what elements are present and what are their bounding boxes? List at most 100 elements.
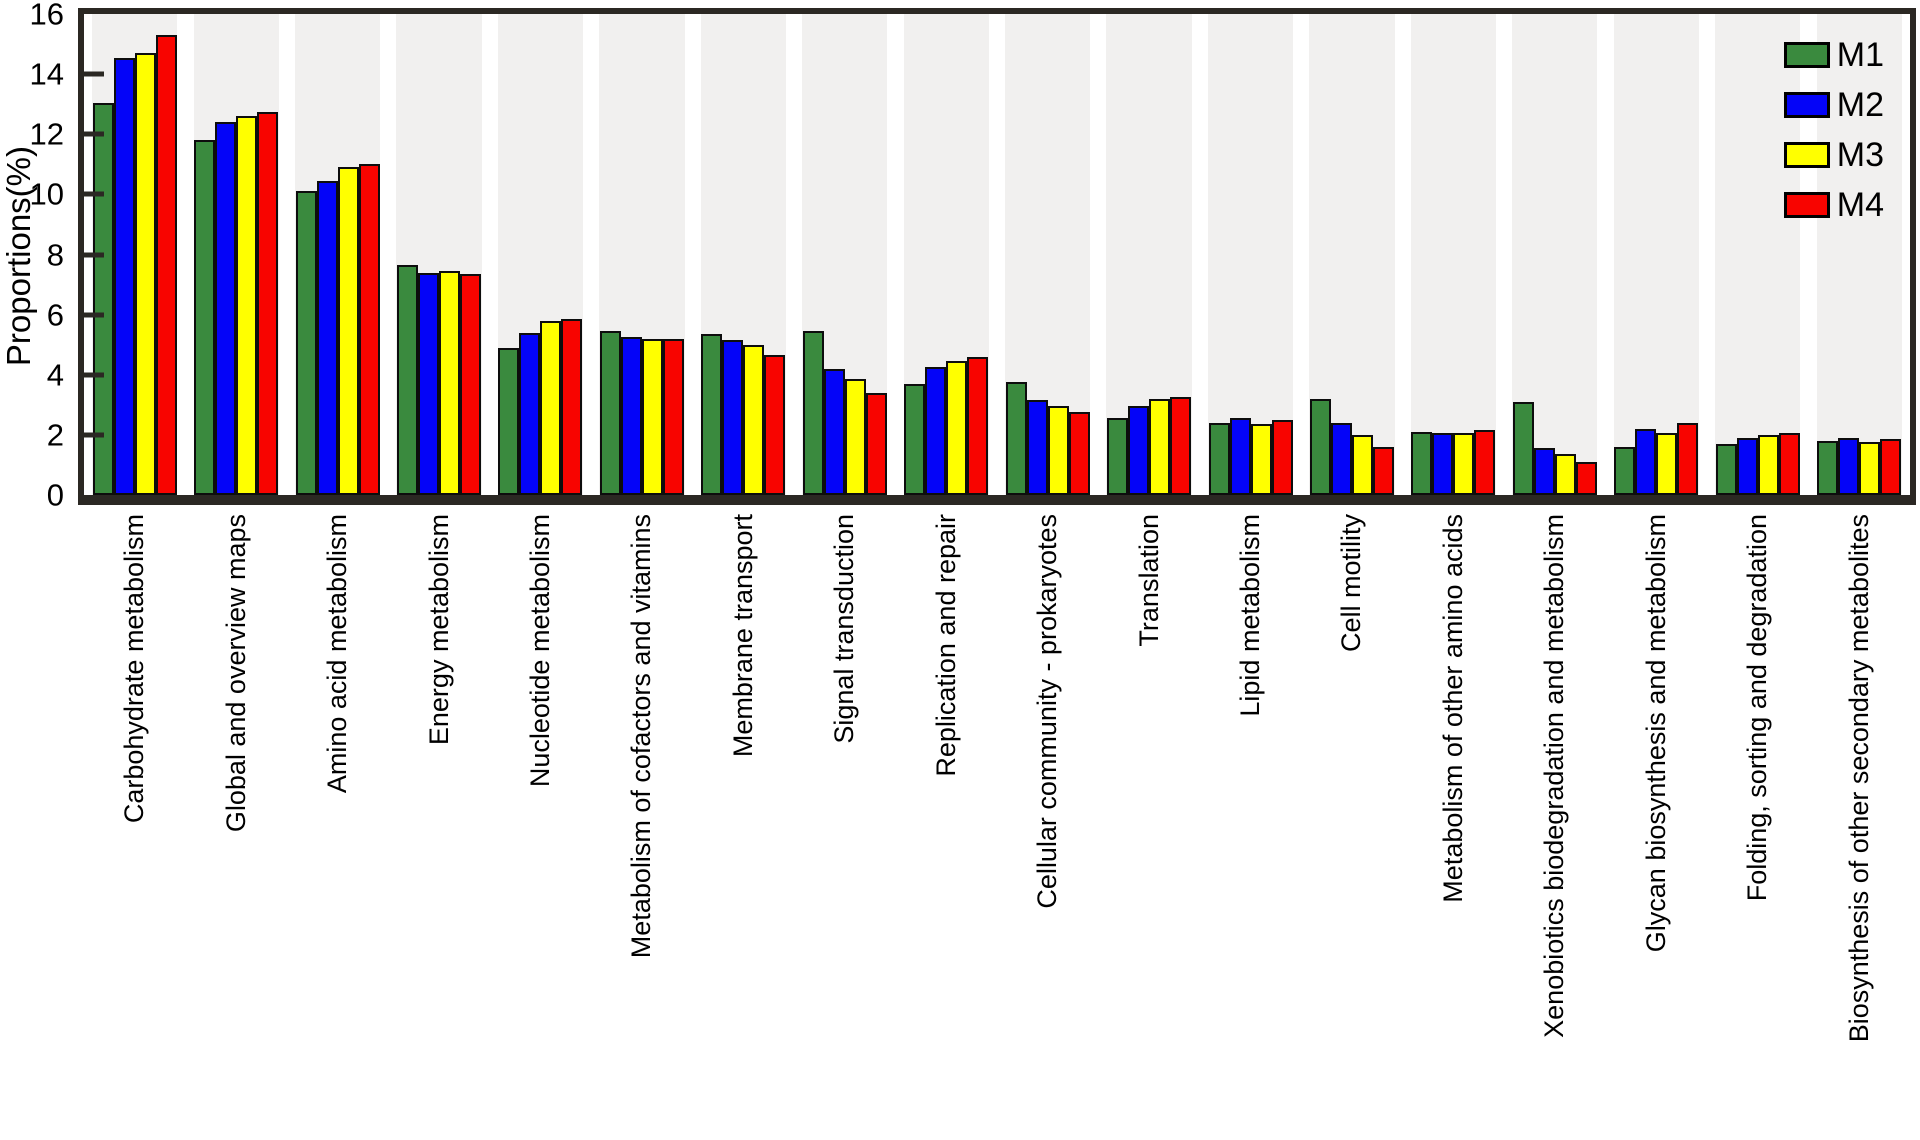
bar-m3-11 (1149, 398, 1171, 495)
bar-m4-5 (561, 319, 583, 495)
bar-group (904, 14, 989, 495)
category-band (1816, 14, 1902, 495)
bar-m2-18 (1838, 437, 1860, 495)
bar-m3-16 (1656, 433, 1678, 495)
category-slot (185, 14, 286, 495)
bar-m1-5 (498, 347, 520, 495)
bar-m4-10 (1068, 412, 1090, 495)
bar-m2-5 (519, 332, 541, 495)
bar-m2-11 (1128, 406, 1150, 495)
category-slot (896, 14, 997, 495)
y-tick-mark (84, 312, 104, 318)
bar-m3-1 (134, 53, 156, 495)
bar-m4-11 (1170, 397, 1192, 495)
y-tick-label: 6 (46, 297, 64, 333)
bar-group (92, 14, 177, 495)
bar-m4-12 (1271, 419, 1293, 495)
legend-swatch-m3 (1783, 142, 1830, 168)
category-slot (693, 14, 794, 495)
bar-m2-3 (316, 180, 338, 495)
bar-m1-7 (701, 334, 723, 495)
category-label: Metabolism of other amino acids (1437, 514, 1468, 903)
bar-m1-10 (1005, 382, 1027, 495)
bar-m1-16 (1614, 446, 1636, 495)
category-label: Membrane transport (727, 514, 758, 758)
bar-m3-10 (1047, 406, 1069, 495)
bar-m4-7 (764, 355, 786, 495)
bar-group (802, 14, 887, 495)
category-label-cell: Membrane transport (693, 514, 794, 757)
legend-label: M2 (1836, 86, 1884, 124)
bar-m4-17 (1778, 433, 1800, 495)
bar-m3-15 (1554, 454, 1576, 495)
category-label-cell: Nucleotide metabolism (490, 514, 591, 787)
bar-m4-16 (1677, 422, 1699, 495)
category-label: Cellular community - prokaryotes (1032, 514, 1063, 909)
category-label: Translation (1133, 514, 1164, 647)
bar-m3-6 (641, 338, 663, 495)
category-label: Energy metabolism (423, 514, 454, 746)
category-band (1207, 14, 1294, 495)
legend-item-m2: M2 (1783, 86, 1884, 124)
category-label: Signal transduction (829, 514, 860, 744)
category-label: Nucleotide metabolism (524, 514, 555, 788)
bar-m1-8 (802, 331, 824, 495)
y-tick-label: 4 (46, 357, 64, 393)
category-slot (84, 14, 185, 495)
category-label-cell: Glycan biosynthesis and metabolism (1606, 514, 1707, 952)
category-label: Folding, sorting and degradation (1742, 514, 1773, 902)
category-label: Biosynthesis of other secondary metaboli… (1843, 514, 1874, 1043)
bar-m1-1 (92, 102, 114, 495)
category-label-cell: Cell motility (1301, 514, 1402, 652)
bar-m2-16 (1635, 428, 1657, 495)
category-label-cell: Cellular community - prokaryotes (997, 514, 1098, 909)
category-label: Lipid metabolism (1235, 514, 1265, 717)
bar-group (1411, 14, 1496, 495)
legend-label: M1 (1836, 36, 1884, 74)
bar-m1-2 (194, 140, 216, 495)
bar-m2-7 (722, 340, 744, 495)
category-label: Carbohydrate metabolism (119, 514, 150, 824)
category-label-cell: Translation (1098, 514, 1199, 647)
bar-m2-14 (1432, 433, 1454, 495)
category-slot (997, 14, 1098, 495)
y-tick-mark (84, 252, 104, 257)
category-label-cell: Amino acid metabolism (287, 514, 388, 793)
bar-m3-3 (337, 167, 359, 495)
bar-m1-17 (1715, 443, 1737, 495)
category-label: Glycan biosynthesis and metabolism (1640, 514, 1671, 953)
category-label: Replication and repair (930, 514, 961, 777)
bar-m3-8 (844, 379, 866, 495)
bar-m2-1 (113, 57, 135, 495)
category-label-cell: Global and overview maps (185, 514, 286, 832)
plot-area (78, 8, 1916, 505)
category-labels: Carbohydrate metabolism Global and overvi… (84, 514, 1910, 1132)
bar-m2-17 (1736, 437, 1758, 495)
category-slot (1504, 14, 1605, 495)
bar-m1-18 (1817, 440, 1839, 495)
y-tick-label: 10 (29, 176, 64, 212)
bar-group (498, 14, 583, 495)
bar-m4-6 (662, 338, 684, 495)
bar-m3-9 (946, 361, 968, 495)
category-label-cell: Xenobiotics biodegradation and metabolis… (1504, 514, 1605, 1038)
bar-group (295, 14, 380, 495)
legend-swatch-m1 (1783, 42, 1830, 68)
bar-group (1208, 14, 1293, 495)
category-slot (1098, 14, 1199, 495)
bar-m3-12 (1250, 424, 1272, 495)
bar-group (194, 14, 279, 495)
category-slot (794, 14, 895, 495)
bar-m3-4 (439, 271, 461, 495)
bar-m2-8 (823, 368, 845, 495)
category-slot (1606, 14, 1707, 495)
legend: M1 M2 M3 M4 (1783, 36, 1884, 222)
category-label: Global and overview maps (220, 514, 251, 833)
category-label: Metabolism of cofactors and vitamins (626, 514, 657, 959)
category-label-cell: Lipid metabolism (1200, 514, 1301, 717)
bar-m3-7 (743, 344, 765, 495)
bar-m3-17 (1757, 434, 1779, 495)
bar-m2-15 (1533, 448, 1555, 495)
category-slot (1200, 14, 1301, 495)
category-label-cell: Metabolism of cofactors and vitamins (591, 514, 692, 958)
